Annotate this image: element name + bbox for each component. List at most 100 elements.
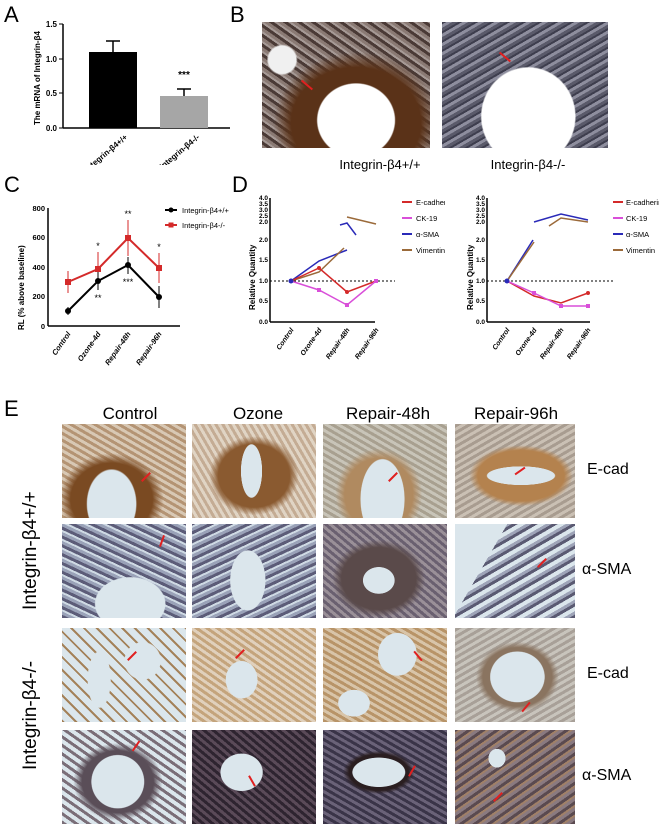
micrograph-b-wild-type [262,22,430,148]
svg-text:3.0: 3.0 [476,207,485,214]
svg-text:0.0: 0.0 [476,319,485,326]
svg-text:2.0: 2.0 [259,219,268,226]
panel-e-col-repair96: Repair-96h [473,404,559,423]
svg-text:0: 0 [41,322,45,331]
svg-text:3.5: 3.5 [476,201,485,208]
chart-a-ytick: 1.0 [46,55,58,64]
micrograph-e-r1-ozone [192,424,316,518]
chart-a-bar-ko [160,96,208,128]
svg-text:Control: Control [50,329,73,357]
svg-text:1.0: 1.0 [259,278,268,285]
svg-text:α-SMA: α-SMA [416,230,439,239]
svg-text:*: * [96,241,100,251]
svg-text:Integrin-β4-/-: Integrin-β4-/- [182,221,226,230]
svg-text:Control: Control [276,326,297,351]
chart-d-left-legend: E-cadherin CK-19 α-SMA Vimentin [402,198,445,255]
chart-a-xtick: Integrin-β4+/+ [83,132,130,165]
panel-e-stain-label: E-cad [587,665,629,682]
panel-e-col-control: Control [102,404,158,423]
panel-letter-e: E [4,396,19,421]
svg-text:4.0: 4.0 [259,195,268,202]
micrograph-e-r1-control [62,424,186,518]
svg-text:*: * [157,242,161,252]
svg-text:Relative Quantity: Relative Quantity [248,244,257,310]
svg-text:Ozone-4d: Ozone-4d [300,327,324,358]
svg-text:CK-19: CK-19 [626,214,647,223]
micrograph-e-r2-control [62,524,186,618]
svg-text:α-SMA: α-SMA [626,230,649,239]
panel-letter-c: C [4,172,20,197]
panel-e-col-ozone: Ozone [232,404,284,423]
micrograph-e-r2-repair96 [455,524,575,618]
panel-e-col-repair48: Repair-48h [345,404,431,423]
chart-d-right-legend: E-cadherin CK-19 α-SMA Vimentin [613,198,659,255]
panel-e-stain-label: α-SMA [582,561,632,578]
micrograph-e-r4-repair96 [455,730,575,824]
chart-a-ylabel: The mRNA of Integrin-β4 [33,31,42,125]
micrograph-e-r3-ozone [192,628,316,722]
svg-text:800: 800 [32,204,45,213]
micrograph-e-r1-repair48 [323,424,447,518]
chart-c-ylabel: RL (% above baseline) [17,245,26,330]
micrograph-e-r2-ozone [192,524,316,618]
red-arrow-icon [498,51,512,63]
chart-d-left-emt: Relative Quantity 4.03.53.02.52.0 2.01.5… [248,195,445,361]
svg-text:0.0: 0.0 [259,319,268,326]
svg-text:2.5: 2.5 [259,213,268,220]
svg-text:Vimentin: Vimentin [416,246,445,255]
panel-b-label-ko: Integrin-β4-/- [490,157,566,172]
svg-text:Repair-96h: Repair-96h [354,327,380,361]
svg-text:2.5: 2.5 [476,213,485,220]
chart-a-ytick: 1.5 [46,20,58,29]
svg-text:2.0: 2.0 [476,237,485,244]
svg-text:Vimentin: Vimentin [626,246,655,255]
svg-text:***: *** [123,277,134,287]
svg-text:E-cadherin: E-cadherin [626,198,659,207]
svg-text:Relative Quantity: Relative Quantity [466,244,475,310]
micrograph-e-r3-repair48 [323,628,447,722]
svg-text:E-cadherin: E-cadherin [416,198,445,207]
micrograph-e-r3-repair96 [455,628,575,722]
svg-text:Ozone-4d: Ozone-4d [76,330,103,363]
micrograph-b-knockout [442,22,608,148]
chart-a-significance: *** [178,70,190,81]
micrograph-e-r2-repair48 [323,524,447,618]
chart-a-ytick: 0.0 [46,124,58,133]
panel-letter-a: A [4,2,19,27]
chart-c-legend: Integrin-β4+/+ Integrin-β4-/- [165,206,229,230]
red-arrow-icon [300,79,314,91]
panel-e-stain-label: α-SMA [582,767,632,784]
svg-text:Control: Control [492,326,513,351]
svg-text:1.0: 1.0 [476,278,485,285]
chart-a-ytick: 0.5 [46,89,58,98]
svg-text:Repair-96h: Repair-96h [566,327,592,361]
micrograph-e-r4-ozone [192,730,316,824]
svg-text:4.0: 4.0 [476,195,485,202]
micrograph-e-r3-control [62,628,186,722]
svg-text:3.5: 3.5 [259,201,268,208]
svg-text:0.5: 0.5 [476,298,485,305]
svg-text:Repair-96h: Repair-96h [134,330,164,367]
panel-letter-d: D [232,172,248,197]
svg-text:2.0: 2.0 [476,219,485,226]
chart-c-rl-line: RL (% above baseline) 800 600 400 200 0 … [17,204,229,367]
panel-b-label-wt: Integrin-β4+/+ [339,157,421,172]
chart-a-mrna-bar: The mRNA of Integrin-β4 1.5 1.0 0.5 0.0 … [33,20,230,165]
svg-text:1.5: 1.5 [476,257,485,264]
svg-text:Repair-48h: Repair-48h [325,327,351,361]
chart-a-xtick: Integrin-β4-/- [158,132,201,165]
panel-letter-b: B [230,2,245,27]
svg-text:0.5: 0.5 [259,298,268,305]
svg-text:CK-19: CK-19 [416,214,437,223]
svg-text:200: 200 [32,292,45,301]
svg-text:**: ** [124,209,132,219]
svg-text:Repair-48h: Repair-48h [539,327,565,361]
svg-text:Ozone-4d: Ozone-4d [515,327,539,358]
svg-text:Repair-48h: Repair-48h [103,330,133,367]
svg-text:**: ** [94,293,102,303]
svg-text:600: 600 [32,233,45,242]
micrograph-e-r4-repair48 [323,730,447,824]
svg-text:1.5: 1.5 [259,257,268,264]
micrograph-e-r1-repair96 [455,424,575,518]
panel-e-row-group-wt: Integrin-β4+/+ [20,491,41,610]
